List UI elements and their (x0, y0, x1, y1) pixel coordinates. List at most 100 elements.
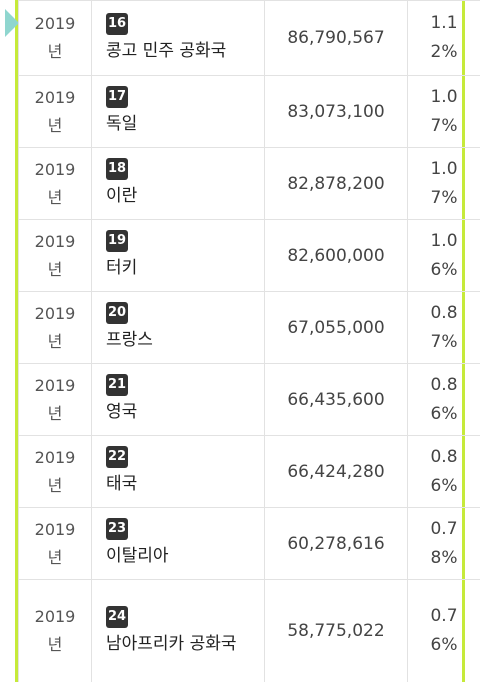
percent-part-a: 1.0 (430, 158, 458, 179)
year-suffix: 년 (47, 187, 63, 207)
population-cell: 67,055,000 (264, 291, 408, 364)
percent-part-a: 0.7 (430, 606, 458, 626)
percent-part-a: 0.8 (430, 374, 458, 395)
year-value: 2019 (34, 231, 76, 251)
rank-badge: 18 (106, 158, 128, 180)
country-name[interactable]: 프랑스 (106, 330, 153, 350)
percent-cell: 1.0 7% (407, 147, 480, 220)
percent-part-b: 6% (430, 403, 458, 424)
population-cell: 82,878,200 (264, 147, 408, 220)
percent-part-b: 2% (430, 42, 458, 62)
country-cell: 20 프랑스 (91, 291, 265, 364)
rank-badge: 17 (106, 86, 128, 108)
year-suffix: 년 (47, 547, 63, 567)
percent-part-b: 6% (430, 259, 458, 280)
table-row[interactable]: 2019 년 24 남아프리카 공화국 58,775,022 0.7 6% (18, 579, 480, 682)
year-value: 2019 (34, 375, 76, 395)
table-row[interactable]: 2019 년 16 콩고 민주 공화국 86,790,567 1.1 2% (18, 0, 480, 76)
population-table: 2019 년 16 콩고 민주 공화국 86,790,567 1.1 2% 2019 년… (18, 0, 480, 682)
population-cell: 83,073,100 (264, 75, 408, 148)
percent-part-b: 7% (430, 187, 458, 208)
percent-part-b: 7% (430, 331, 458, 352)
country-cell: 18 이란 (91, 147, 265, 220)
year-cell: 2019 년 (18, 0, 92, 76)
percent-cell: 1.0 7% (407, 75, 480, 148)
year-value: 2019 (34, 159, 76, 179)
country-name[interactable]: 독일 (106, 114, 138, 134)
country-name[interactable]: 태국 (106, 474, 138, 494)
percent-part-a: 0.7 (430, 518, 458, 539)
country-name[interactable]: 이탈리아 (106, 546, 169, 566)
table-row[interactable]: 2019 년 21 영국 66,435,600 0.8 6% (18, 363, 480, 436)
year-value: 2019 (34, 519, 76, 539)
country-cell: 22 태국 (91, 435, 265, 508)
table-row[interactable]: 2019 년 17 독일 83,073,100 1.0 7% (18, 75, 480, 148)
percent-cell: 1.1 2% (407, 0, 480, 76)
percent-part-b: 6% (430, 635, 458, 655)
population-cell: 66,435,600 (264, 363, 408, 436)
population-cell: 86,790,567 (264, 0, 408, 76)
population-cell: 60,278,616 (264, 507, 408, 580)
rank-badge: 16 (106, 12, 128, 35)
country-cell: 16 콩고 민주 공화국 (91, 0, 265, 76)
rank-badge: 20 (106, 302, 128, 324)
year-cell: 2019 년 (18, 291, 92, 364)
table-row[interactable]: 2019 년 19 터키 82,600,000 1.0 6% (18, 219, 480, 292)
scroll-marker-icon[interactable] (5, 9, 19, 37)
population-cell: 66,424,280 (264, 435, 408, 508)
percent-part-a: 1.0 (430, 86, 458, 107)
left-accent-border (15, 0, 18, 682)
country-name[interactable]: 영국 (106, 402, 138, 422)
percent-part-b: 7% (430, 115, 458, 136)
year-suffix: 년 (47, 475, 63, 495)
country-cell: 23 이탈리아 (91, 507, 265, 580)
table-row[interactable]: 2019 년 23 이탈리아 60,278,616 0.7 8% (18, 507, 480, 580)
percent-part-a: 0.8 (430, 302, 458, 323)
percent-cell: 1.0 6% (407, 219, 480, 292)
percent-part-b: 6% (430, 475, 458, 496)
percent-part-a: 0.8 (430, 446, 458, 467)
year-cell: 2019 년 (18, 147, 92, 220)
year-cell: 2019 년 (18, 435, 92, 508)
country-name[interactable]: 콩고 민주 공화국 (106, 40, 227, 61)
table-row[interactable]: 2019 년 18 이란 82,878,200 1.0 7% (18, 147, 480, 220)
percent-part-a: 1.1 (430, 13, 458, 33)
rank-badge: 22 (106, 446, 128, 468)
year-suffix: 년 (47, 635, 63, 654)
rank-badge: 23 (106, 518, 128, 540)
table-row[interactable]: 2019 년 22 태국 66,424,280 0.8 6% (18, 435, 480, 508)
year-value: 2019 (34, 607, 76, 626)
rank-badge: 21 (106, 374, 128, 396)
year-value: 2019 (34, 87, 76, 107)
percent-cell: 0.7 6% (407, 579, 480, 682)
rank-badge: 19 (106, 230, 128, 252)
year-suffix: 년 (47, 259, 63, 279)
year-suffix: 년 (47, 331, 63, 351)
country-cell: 17 독일 (91, 75, 265, 148)
percent-part-b: 8% (430, 547, 458, 568)
percent-part-a: 1.0 (430, 230, 458, 251)
year-suffix: 년 (47, 115, 63, 135)
country-cell: 19 터키 (91, 219, 265, 292)
percent-cell: 0.8 6% (407, 363, 480, 436)
year-value: 2019 (34, 14, 76, 33)
population-cell: 58,775,022 (264, 579, 408, 682)
year-value: 2019 (34, 303, 76, 323)
country-cell: 24 남아프리카 공화국 (91, 579, 265, 682)
year-suffix: 년 (47, 42, 63, 61)
percent-cell: 0.7 8% (407, 507, 480, 580)
percent-cell: 0.8 7% (407, 291, 480, 364)
year-value: 2019 (34, 447, 76, 467)
country-name[interactable]: 이란 (106, 186, 138, 206)
year-cell: 2019 년 (18, 219, 92, 292)
year-cell: 2019 년 (18, 579, 92, 682)
country-name[interactable]: 남아프리카 공화국 (106, 633, 237, 654)
year-cell: 2019 년 (18, 75, 92, 148)
year-cell: 2019 년 (18, 363, 92, 436)
country-cell: 21 영국 (91, 363, 265, 436)
percent-cell: 0.8 6% (407, 435, 480, 508)
population-cell: 82,600,000 (264, 219, 408, 292)
table-row[interactable]: 2019 년 20 프랑스 67,055,000 0.8 7% (18, 291, 480, 364)
country-name[interactable]: 터키 (106, 258, 138, 278)
